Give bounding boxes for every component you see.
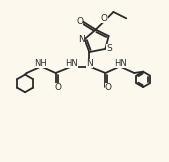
Text: O: O bbox=[101, 14, 108, 23]
Text: HN: HN bbox=[65, 59, 78, 68]
Text: O: O bbox=[55, 83, 62, 92]
Text: N: N bbox=[86, 59, 93, 68]
Text: N: N bbox=[78, 35, 85, 44]
Text: S: S bbox=[106, 44, 112, 53]
Text: HN: HN bbox=[114, 58, 127, 68]
Text: NH: NH bbox=[34, 58, 47, 68]
Text: O: O bbox=[105, 83, 112, 92]
Text: O: O bbox=[76, 17, 83, 26]
